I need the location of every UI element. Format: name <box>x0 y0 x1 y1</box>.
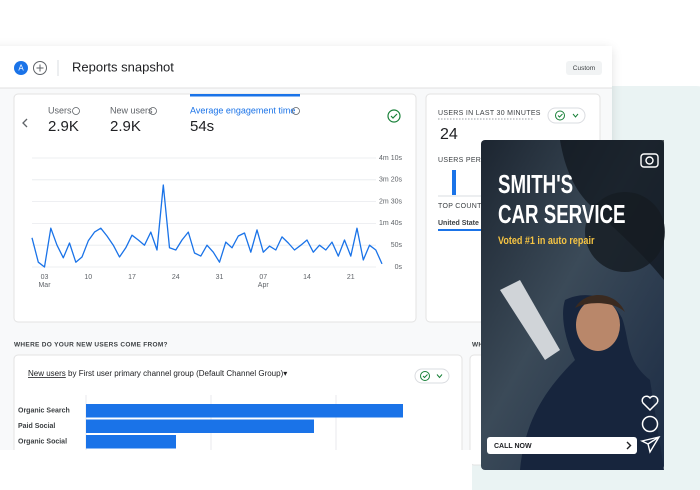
avatar[interactable] <box>14 61 28 75</box>
metric-value: 2.9K <box>48 118 79 135</box>
page-title: Reports snapshot <box>72 59 174 74</box>
x-tick-label: 03 <box>41 274 49 281</box>
story-tagline: Voted #1 in auto repair <box>498 235 595 247</box>
header-bar <box>0 46 612 88</box>
metric-label: Average engagement time <box>190 105 295 115</box>
y-tick-label: 2m 30s <box>379 198 402 205</box>
custom-chip[interactable] <box>566 61 602 75</box>
share-icon[interactable] <box>639 435 661 454</box>
channel-dropdown[interactable] <box>414 368 450 384</box>
add-button[interactable] <box>33 61 47 75</box>
call-label: CALL NOW <box>494 443 532 450</box>
story-line-2: CAR SERVICE <box>498 199 626 229</box>
metric-value: 54s <box>190 118 214 135</box>
y-tick-label: Organic Search <box>18 408 70 415</box>
bar <box>86 419 314 433</box>
call-chevron <box>626 441 632 450</box>
metric-selected-bar <box>190 94 300 97</box>
per-minute-bar <box>452 170 456 195</box>
channel-check-mark <box>422 374 443 379</box>
mechanic-hair <box>575 294 625 312</box>
metric-value: 2.9K <box>110 118 141 135</box>
help-icon <box>149 107 157 115</box>
section-title-2: WH <box>472 342 483 349</box>
x-tick-label: 21 <box>347 274 355 281</box>
y-tick-label: 3m 20s <box>379 177 402 184</box>
mechanic <box>520 295 664 470</box>
realtime-title: USERS IN LAST 30 MINUTES <box>438 110 541 117</box>
comment-icon[interactable] <box>641 415 659 433</box>
top-country: United State <box>438 220 479 227</box>
bottom-fade <box>0 450 472 490</box>
bar <box>86 404 403 418</box>
like-icon[interactable] <box>641 395 659 412</box>
x-month-label: Apr <box>258 282 270 289</box>
per-minute-title: USERS PER M <box>438 157 490 164</box>
help-icon <box>292 107 300 115</box>
y-tick-label: 1m 40s <box>379 220 402 227</box>
avatar-letter: A <box>18 64 24 73</box>
y-tick-label: 4m 10s <box>379 155 402 162</box>
section-title: WHERE DO YOUR NEW USERS COME FROM? <box>14 342 168 349</box>
call-button[interactable] <box>487 437 637 454</box>
metric-label: Users <box>48 105 72 115</box>
tire <box>585 192 665 272</box>
y-tick-label: 0s <box>395 264 403 271</box>
channel-check <box>420 371 430 381</box>
engagement-line <box>31 184 383 268</box>
prev-chevron[interactable] <box>22 118 28 128</box>
y-tick-label: 50s <box>391 242 403 249</box>
camera-lens <box>645 156 654 165</box>
metric-label: New users <box>110 105 153 115</box>
status-check <box>387 109 401 123</box>
top-countries-title: TOP COUNT <box>438 203 482 210</box>
realtime-value: 24 <box>440 126 458 143</box>
story-ad: SMITH'S CAR SERVICE Voted #1 in auto rep… <box>481 140 665 470</box>
add-icon <box>36 64 44 72</box>
realtime-dropdown[interactable] <box>547 107 586 124</box>
x-tick-label: 14 <box>303 274 311 281</box>
y-tick-label: Organic Social <box>18 439 67 446</box>
y-tick-label: Paid Social <box>18 423 55 430</box>
x-tick-label: 24 <box>172 274 180 281</box>
x-tick-label: 07 <box>259 274 267 281</box>
x-tick-label: 31 <box>216 274 224 281</box>
custom-label: Custom <box>573 65 595 72</box>
metric-selector[interactable]: New users <box>28 369 66 378</box>
help-icon <box>72 107 80 115</box>
glove <box>500 280 560 360</box>
realtime-check-mark <box>557 113 579 118</box>
bar <box>86 435 176 449</box>
check-mark <box>390 113 398 119</box>
camera-icon[interactable] <box>640 153 659 168</box>
mechanic-face <box>576 299 620 351</box>
x-tick-label: 17 <box>128 274 136 281</box>
x-month-label: Mar <box>38 282 51 289</box>
channel-chart-subtitle: by First user primary channel group (Def… <box>68 369 284 378</box>
channel-chart-title: New users by First user primary channel … <box>28 369 287 378</box>
x-tick-label: 10 <box>84 274 92 281</box>
realtime-check <box>555 110 565 121</box>
story-line-1: SMITH'S <box>498 169 573 199</box>
